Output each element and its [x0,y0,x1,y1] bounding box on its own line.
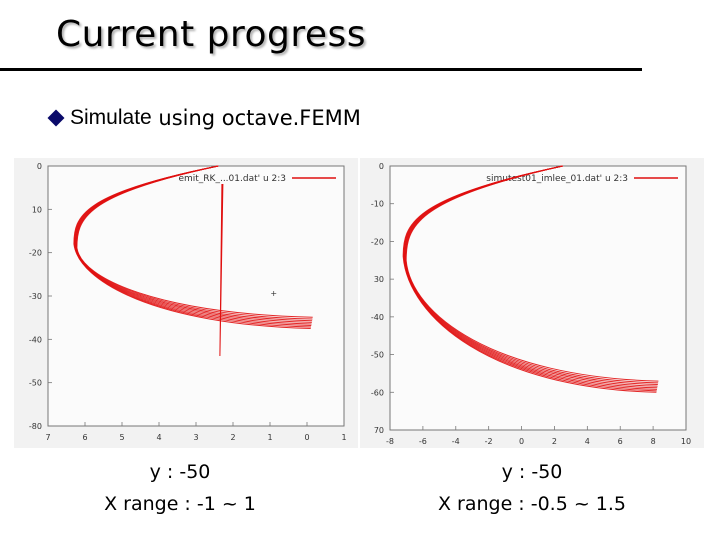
left-caption-xrange: X range : -1 ~ 1 [104,493,256,515]
x-tick-label: 6 [82,433,87,442]
left-plot-svg: 010-20-30-40-50-807 6 5 4 3 2 1 0 1emit_RK_...01… [14,158,358,448]
diamond-bullet-icon [47,109,65,127]
right-caption-y: y : -50 [501,461,563,483]
x-tick-label: 4 [585,437,590,446]
right-caption: y : -50 X range : -0.5 ~ 1.5 [432,456,632,520]
y-tick-label: -60 [371,388,384,397]
x-tick-label: 4 [156,433,161,442]
left-caption: y : -50 X range : -1 ~ 1 [80,456,280,520]
y-tick-label: -20 [29,249,42,258]
trajectory-curve [76,165,313,318]
bullet-text-tool: using octave.FEMM [151,106,361,130]
right-caption-xrange: X range : -0.5 ~ 1.5 [437,493,627,515]
x-tick-label: 7 [45,433,50,442]
legend-label: simutest01_imlee_01.dat' u 2:3 [486,174,628,184]
left-trajectory-plot: 0 10 -20 -30 -40 -50 -80 7 6 5 4 3 2 1 0 1 emit_RK_...01… [14,158,358,448]
cursor-marker: + [270,289,277,298]
y-tick-label: -20 [371,237,384,246]
plot-frame [47,165,345,427]
x-tick-label: 6 [618,437,623,446]
y-tick-label: -50 [371,351,384,360]
title-underline [0,68,642,71]
x-tick-label: -6 [419,437,427,446]
bullet-text-simulate: Simulate [70,106,152,129]
x-tick-label: 2 [552,437,557,446]
y-tick-label: 70 [374,426,384,435]
x-tick-label: 8 [651,437,656,446]
plot-frame [389,165,687,431]
y-tick-label: -80 [29,422,42,431]
y-tick-label: -10 [371,200,384,209]
y-tick-label: 0 [379,162,384,171]
y-tick-label: 0 [37,162,42,171]
y-tick-label: 10 [32,205,42,214]
x-tick-label: -2 [485,437,493,446]
trajectory-spike [219,183,224,357]
y-tick-label: 30 [374,275,384,284]
trajectory-curve [405,165,659,382]
legend-label: emit_RK_...01.dat' u 2:3 [178,174,286,184]
y-tick-label: -30 [29,292,42,301]
x-tick-label: 5 [119,433,124,442]
y-tick-label: -40 [29,335,42,344]
y-tick-label: -40 [371,313,384,322]
x-tick-label: 2 [230,433,235,442]
x-tick-label: 10 [681,437,691,446]
slide-title: Current progress [56,14,367,55]
x-tick-label: 3 [193,433,198,442]
bullet-line: Simulate using octave.FEMM [47,106,361,130]
x-tick-label: 1 [341,433,346,442]
x-tick-label: -8 [386,437,394,446]
x-tick-label: 0 [519,437,524,446]
y-tick-label: -50 [29,379,42,388]
left-caption-y: y : -50 [149,461,211,483]
right-trajectory-plot: 0 -10 -20 30 -40 -50 -60 70 -8 -6 -4 -2 0 2 4 6 8 10 simut… [360,158,704,448]
x-tick-label: -4 [452,437,460,446]
x-tick-label: 1 [267,433,272,442]
x-tick-label: 0 [304,433,309,442]
